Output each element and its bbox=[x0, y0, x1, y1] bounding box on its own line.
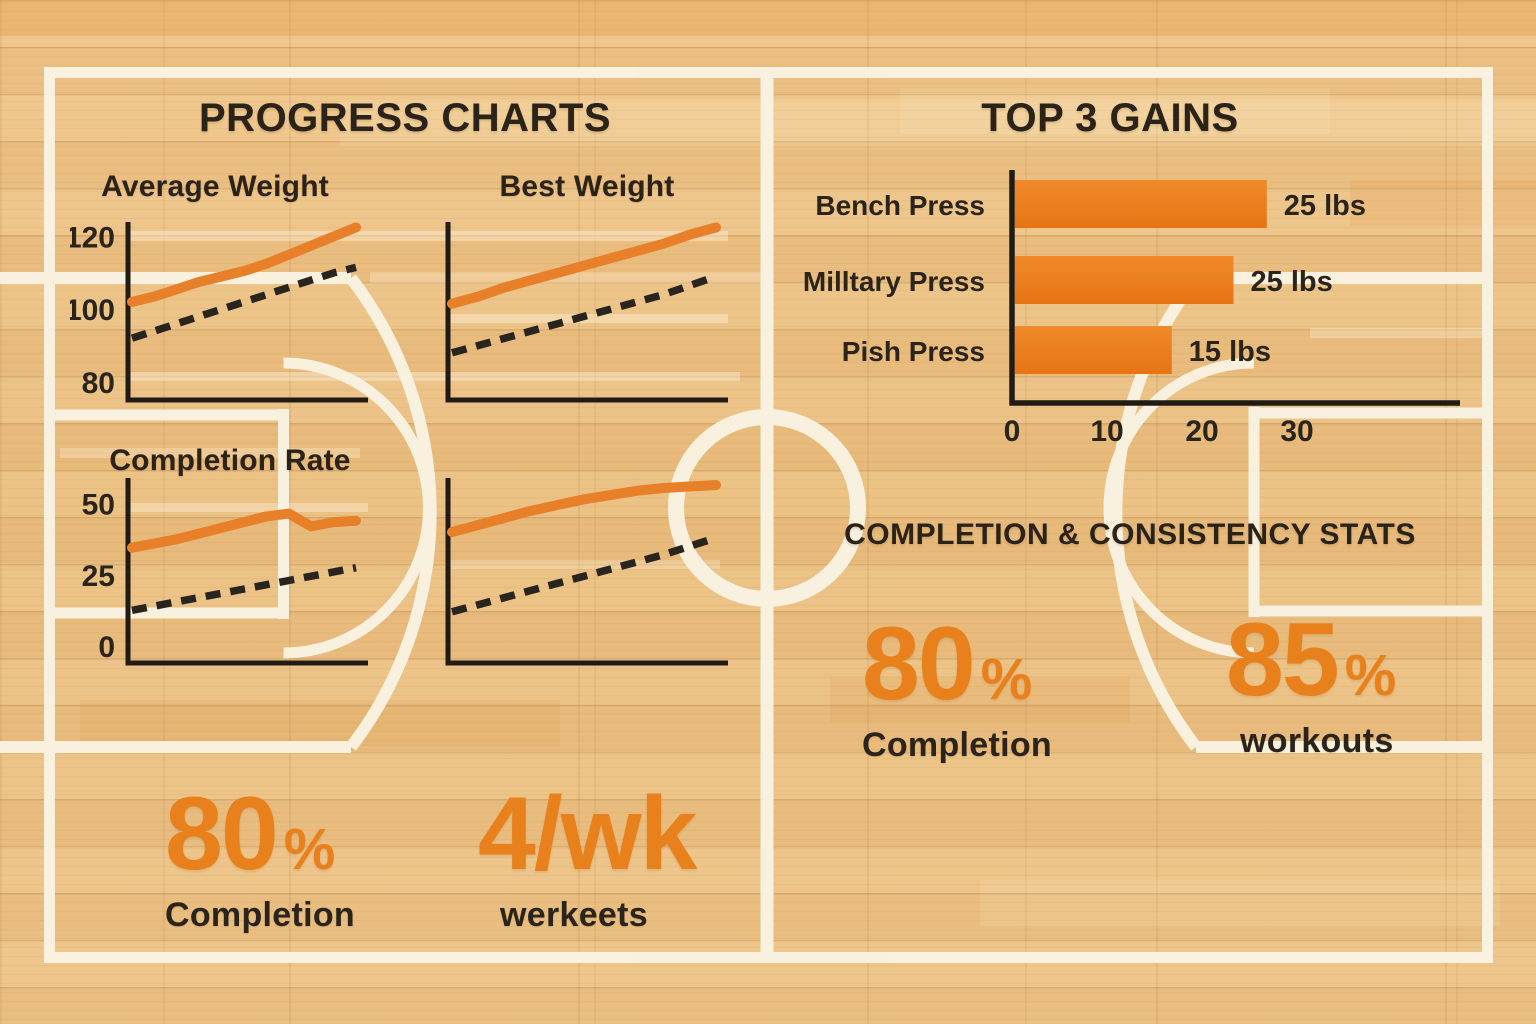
chart-title-completion-rate: Completion Rate bbox=[109, 444, 351, 477]
top-3-gains-title: TOP 3 GAINS bbox=[981, 96, 1239, 140]
chart-title-best-weight: Best Weight bbox=[499, 170, 675, 203]
y-tick-label: 0 bbox=[98, 631, 115, 664]
bar-category-label: Milltary Press bbox=[803, 266, 985, 297]
wood-plank bbox=[60, 448, 360, 458]
progress-line bbox=[447, 222, 721, 309]
line-chart-svg: 50 25 0 bbox=[82, 478, 368, 666]
line-chart-svg bbox=[445, 222, 728, 403]
chart-axes bbox=[125, 222, 368, 403]
percent-sign: % bbox=[283, 817, 336, 882]
stat-workouts-per-week: 4/wk werkeets bbox=[478, 782, 702, 935]
y-tick-label: 25 bbox=[82, 560, 115, 593]
wood-plank bbox=[80, 700, 560, 746]
best-weight-chart bbox=[442, 222, 732, 413]
right-free-throw-circle bbox=[1103, 357, 1255, 659]
wood-plank bbox=[900, 88, 1330, 134]
stat-value: 80% bbox=[165, 776, 336, 892]
y-tick-label: 120 bbox=[70, 222, 115, 255]
goal-line bbox=[131, 564, 357, 614]
center-circle bbox=[668, 409, 866, 607]
line-chart-svg: 120 100 80 bbox=[65, 222, 368, 403]
bar-value-label: 25 lbs bbox=[1251, 266, 1333, 298]
gain-bar bbox=[1015, 180, 1267, 228]
wood-plank bbox=[830, 676, 1130, 722]
stat-label: workouts bbox=[1240, 722, 1394, 760]
wood-plank bbox=[128, 231, 728, 241]
stat-value: 85% bbox=[1226, 602, 1397, 718]
wood-plank bbox=[450, 560, 720, 569]
completion-consistency-title: COMPLETION & CONSISTENCY STATS bbox=[844, 518, 1416, 551]
percent-sign: % bbox=[980, 647, 1033, 712]
bar-category-label: Pish Press bbox=[842, 336, 985, 367]
left-free-throw-circle bbox=[283, 357, 434, 659]
y-tick-label: 50 bbox=[82, 489, 115, 522]
stat-completion-right: 80% Completion bbox=[862, 612, 1052, 765]
wood-plank bbox=[340, 100, 1536, 146]
stat-label: werkeets bbox=[500, 896, 648, 934]
chart-title-average-weight: Average Weight bbox=[101, 170, 329, 203]
bar-value-label: 25 lbs bbox=[1284, 190, 1366, 222]
goal-line bbox=[130, 263, 357, 342]
stat-completion-left: 80% Completion bbox=[165, 782, 355, 935]
x-tick-label: 30 bbox=[1280, 415, 1313, 448]
wood-plank bbox=[448, 314, 728, 323]
average-weight-chart: 120 100 80 bbox=[65, 222, 372, 413]
progress-line bbox=[127, 508, 361, 553]
wood-plank bbox=[370, 272, 770, 283]
percent-sign: % bbox=[1344, 643, 1397, 708]
chart-axes bbox=[125, 478, 368, 666]
x-tick-label: 10 bbox=[1090, 415, 1123, 448]
chart-axes bbox=[445, 478, 728, 666]
progress-line bbox=[447, 480, 721, 538]
x-tick-label: 0 bbox=[1004, 415, 1021, 448]
wood-plank bbox=[1310, 328, 1488, 338]
wood-plank bbox=[0, 0, 1536, 36]
wood-plank bbox=[128, 503, 368, 512]
wood-plank bbox=[1350, 180, 1536, 226]
y-tick-label: 80 bbox=[82, 367, 115, 400]
x-tick-label: 20 bbox=[1185, 415, 1218, 448]
stat-label: Completion bbox=[862, 726, 1052, 764]
consistency-line-chart bbox=[442, 478, 732, 676]
progress-line bbox=[127, 222, 361, 307]
wood-plank bbox=[980, 880, 1500, 926]
gain-bar bbox=[1015, 256, 1234, 304]
progress-charts-title: PROGRESS CHARTS bbox=[199, 96, 611, 140]
wood-plank bbox=[128, 372, 740, 381]
bar-category-label: Bench Press bbox=[815, 190, 985, 221]
stat-value: 4/wk bbox=[478, 776, 697, 892]
chart-axes bbox=[445, 222, 728, 403]
goal-line bbox=[451, 272, 718, 357]
chart-axes bbox=[1009, 170, 1460, 406]
line-chart-svg bbox=[445, 478, 728, 666]
bar-chart-svg: 25 lbs Bench Press 25 lbs Milltary Press 15 … bbox=[803, 170, 1460, 448]
top-gains-bar-chart: 25 lbs Bench Press 25 lbs Milltary Press 15 … bbox=[760, 150, 1480, 460]
stat-label: Completion bbox=[165, 896, 355, 934]
completion-rate-chart: 50 25 0 bbox=[70, 478, 372, 676]
y-tick-label: 100 bbox=[70, 294, 115, 327]
stat-value: 80% bbox=[862, 606, 1033, 722]
stat-workouts-right: 85% workouts bbox=[1226, 608, 1396, 761]
bar-value-label: 15 lbs bbox=[1189, 336, 1271, 368]
goal-line bbox=[451, 534, 718, 616]
gain-bar bbox=[1015, 326, 1172, 374]
